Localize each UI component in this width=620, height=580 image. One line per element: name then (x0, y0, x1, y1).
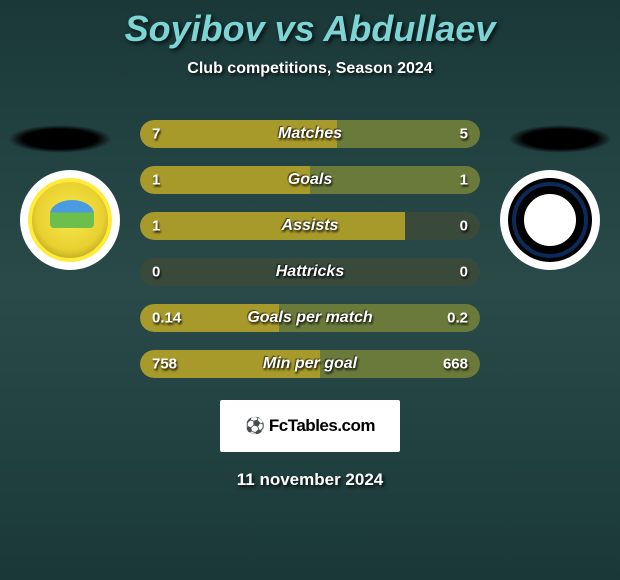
stats-list: Matches 7 5 Goals 1 1 Assists 1 0 Hattricks 0 0 Goal… (140, 120, 480, 378)
stat-row: Min per goal 758 668 (140, 350, 480, 378)
stat-row: Goals per match 0.14 0.2 (140, 304, 480, 332)
stat-bar-left (140, 212, 405, 240)
stat-value-left: 0 (152, 264, 160, 281)
player-shadow-right (508, 125, 612, 153)
stat-value-left: 0.14 (152, 310, 181, 327)
stat-row: Hattricks 0 0 (140, 258, 480, 286)
club-badge-left-icon (28, 178, 112, 262)
stat-bar-right (337, 120, 480, 148)
stat-bar-right (310, 166, 480, 194)
stat-row: Assists 1 0 (140, 212, 480, 240)
club-badge-right-icon (508, 178, 592, 262)
club-logo-left (20, 170, 120, 270)
stat-row: Goals 1 1 (140, 166, 480, 194)
player-shadow-left (8, 125, 112, 153)
subtitle: Club competitions, Season 2024 (0, 60, 620, 78)
date-label: 11 november 2024 (0, 470, 620, 490)
stat-label: Matches (278, 125, 342, 143)
stat-value-right: 1 (460, 172, 468, 189)
stat-value-left: 7 (152, 126, 160, 143)
stat-label: Goals (288, 171, 332, 189)
brand-text: FcTables.com (269, 416, 375, 436)
stat-value-left: 1 (152, 218, 160, 235)
stat-value-right: 0 (460, 264, 468, 281)
stat-row: Matches 7 5 (140, 120, 480, 148)
stat-label: Hattricks (276, 263, 344, 281)
stat-value-left: 758 (152, 356, 177, 373)
brand-badge: ⚽ FcTables.com (220, 400, 400, 452)
stat-label: Assists (282, 217, 339, 235)
stat-value-left: 1 (152, 172, 160, 189)
brand-icon: ⚽ (245, 416, 265, 436)
club-logo-right (500, 170, 600, 270)
stat-value-right: 668 (443, 356, 468, 373)
stat-label: Min per goal (263, 355, 357, 373)
page-title: Soyibov vs Abdullaev (0, 0, 620, 50)
stat-value-right: 5 (460, 126, 468, 143)
comparison-card: Soyibov vs Abdullaev Club competitions, … (0, 0, 620, 580)
stat-value-right: 0 (460, 218, 468, 235)
stat-bar-left (140, 166, 310, 194)
stat-value-right: 0.2 (447, 310, 468, 327)
stat-label: Goals per match (247, 309, 372, 327)
